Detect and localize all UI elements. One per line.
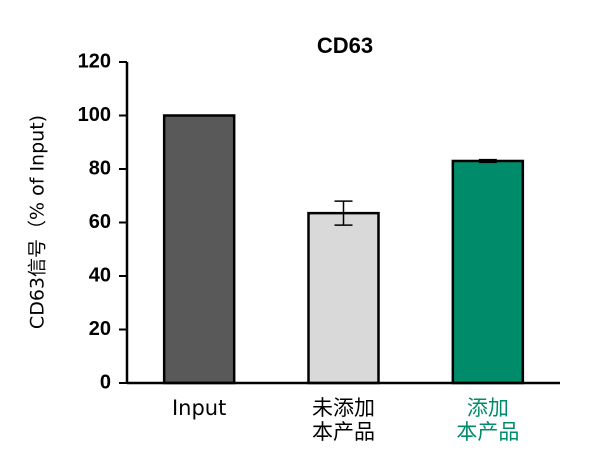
y-tick-label: 100 (78, 104, 111, 126)
y-tick-label: 80 (89, 157, 111, 179)
bar (307, 211, 380, 385)
x-tick-label: 未添加 本产品 (312, 396, 375, 444)
y-tick-label: 20 (89, 318, 111, 340)
y-axis-label: CD63信号（% of Input) (27, 115, 49, 329)
bar (451, 159, 525, 385)
bar (162, 114, 236, 385)
y-tick-label: 0 (100, 371, 111, 393)
y-tick-label: 120 (78, 50, 111, 72)
y-tick-label: 60 (89, 211, 111, 233)
error-bar (334, 200, 353, 226)
chart-title: CD63 (317, 33, 373, 58)
x-tick-label: 添加 本产品 (456, 396, 520, 444)
x-tick-label: Input (171, 396, 227, 420)
error-bar (478, 158, 497, 164)
y-tick-label: 40 (89, 264, 111, 286)
